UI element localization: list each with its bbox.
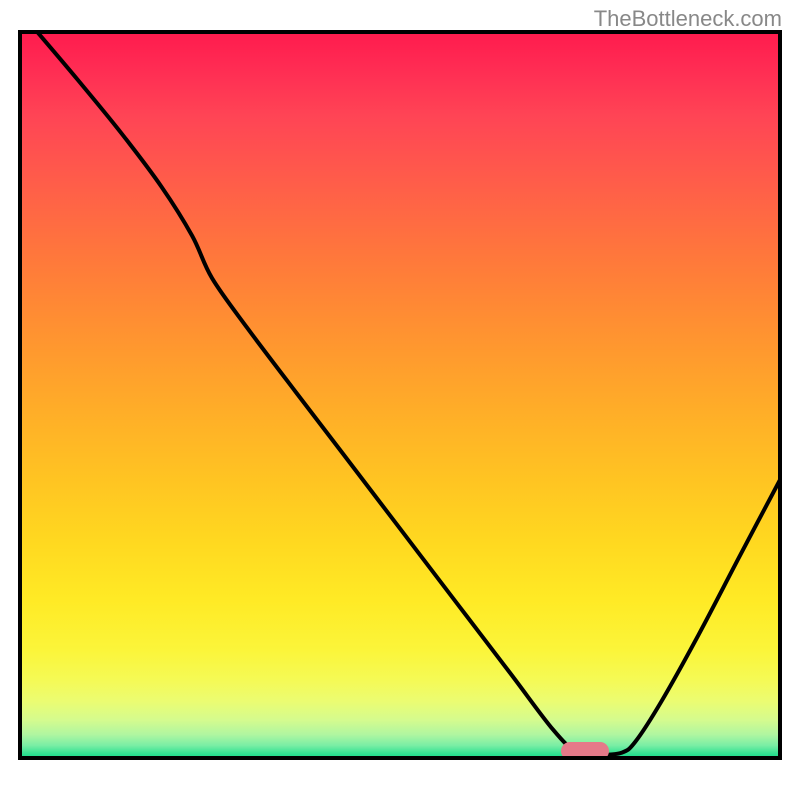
curve-line (18, 30, 782, 760)
optimal-marker (561, 742, 609, 760)
bottleneck-chart (18, 30, 782, 760)
watermark-text: TheBottleneck.com (594, 6, 782, 32)
